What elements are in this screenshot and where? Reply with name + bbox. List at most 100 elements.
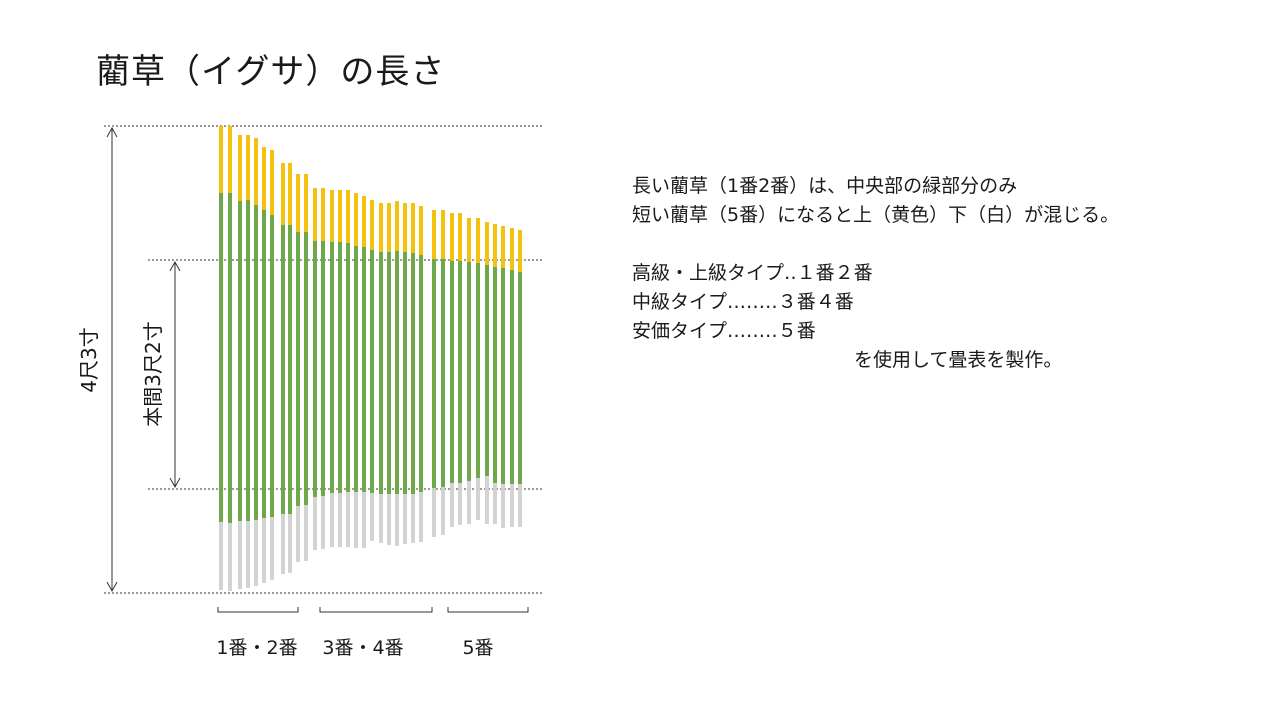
straw-11-bottom-segment xyxy=(304,505,308,561)
straw-33-middle-segment xyxy=(493,267,497,483)
group-brackets xyxy=(217,607,529,613)
note-grade-mid: 中級タイプ‥‥‥‥３番４番 xyxy=(632,291,854,313)
bracket-1-2 xyxy=(217,607,299,613)
straw-18-top-segment xyxy=(362,196,366,247)
straw-1-middle-segment xyxy=(219,193,223,522)
straw-7-top-segment xyxy=(270,150,274,215)
straw-3-bottom-segment xyxy=(238,521,242,589)
straw-2-bottom-segment xyxy=(228,523,232,591)
straw-19-bottom-segment xyxy=(370,493,374,541)
straw-32-middle-segment xyxy=(485,265,489,476)
straw-19-top-segment xyxy=(370,200,374,250)
note-grade-high: 高級・上級タイプ‥１番２番 xyxy=(632,262,873,284)
straw-27-bottom-segment xyxy=(441,487,445,535)
straw-8-top-segment xyxy=(281,163,285,225)
straw-24-top-segment xyxy=(411,203,415,253)
straw-20-middle-segment xyxy=(379,252,383,494)
straw-25-middle-segment xyxy=(419,255,423,492)
straw-15-middle-segment xyxy=(338,242,342,493)
straw-8-middle-segment xyxy=(281,225,285,514)
straw-28-middle-segment xyxy=(450,261,454,483)
straw-10-top-segment xyxy=(296,174,300,232)
straw-10-middle-segment xyxy=(296,232,300,506)
straw-23-top-segment xyxy=(403,203,407,252)
straw-6-bottom-segment xyxy=(262,518,266,583)
straw-14-bottom-segment xyxy=(330,493,334,547)
notes: 長い藺草（1番2番）は、中央部の緑部分のみ 短い藺草（5番）になると上（黄色）下（… xyxy=(632,172,1119,375)
straw-32-bottom-segment xyxy=(485,476,489,524)
straw-25-top-segment xyxy=(419,206,423,255)
note-line-1: 長い藺草（1番2番）は、中央部の緑部分のみ xyxy=(632,175,1018,197)
straw-26-top-segment xyxy=(432,210,436,259)
straw-35-middle-segment xyxy=(510,270,514,484)
straw-9-bottom-segment xyxy=(288,514,292,573)
straw-2-top-segment xyxy=(228,126,232,193)
straw-21-middle-segment xyxy=(387,252,391,494)
straw-17-top-segment xyxy=(354,193,358,246)
straw-13-top-segment xyxy=(321,188,325,241)
straw-5-bottom-segment xyxy=(254,520,258,586)
total-length-label: 4尺3寸 xyxy=(77,327,101,392)
straw-5-middle-segment xyxy=(254,205,258,520)
bracket-3-4 xyxy=(319,607,433,613)
straw-31-top-segment xyxy=(476,218,480,263)
straw-30-top-segment xyxy=(467,218,471,262)
straw-1-bottom-segment xyxy=(219,522,223,590)
straw-26-middle-segment xyxy=(432,259,436,488)
straw-21-bottom-segment xyxy=(387,494,391,545)
straw-34-bottom-segment xyxy=(501,484,505,528)
straw-36-top-segment xyxy=(518,230,522,272)
straw-4-middle-segment xyxy=(246,200,250,521)
straw-30-bottom-segment xyxy=(467,481,471,524)
page-title: 藺草（イグサ）の長さ xyxy=(96,52,446,92)
straw-17-middle-segment xyxy=(354,246,358,492)
straw-4-bottom-segment xyxy=(246,521,250,588)
straw-9-top-segment xyxy=(288,163,292,225)
straw-20-bottom-segment xyxy=(379,494,383,543)
straw-29-middle-segment xyxy=(458,261,462,483)
straw-22-bottom-segment xyxy=(395,494,399,546)
straw-31-bottom-segment xyxy=(476,478,480,520)
straw-5-top-segment xyxy=(254,138,258,205)
straw-15-top-segment xyxy=(338,190,342,242)
straw-18-middle-segment xyxy=(362,247,366,492)
straw-9-middle-segment xyxy=(288,225,292,514)
straw-12-middle-segment xyxy=(313,241,317,497)
straw-22-top-segment xyxy=(395,201,399,251)
straw-7-bottom-segment xyxy=(270,517,274,580)
straw-11-middle-segment xyxy=(304,232,308,505)
straw-15-bottom-segment xyxy=(338,493,342,547)
main-length-label: 本間3尺2寸 xyxy=(141,321,165,426)
straw-35-top-segment xyxy=(510,228,514,270)
straw-11-top-segment xyxy=(304,174,308,232)
straw-34-middle-segment xyxy=(501,268,505,484)
straw-19-middle-segment xyxy=(370,250,374,493)
straw-2-middle-segment xyxy=(228,193,232,523)
straw-34-top-segment xyxy=(501,226,505,268)
straw-29-top-segment xyxy=(458,213,462,261)
total-length-arrow xyxy=(106,126,118,593)
group-label-3-4: 3番・4番 xyxy=(322,637,403,659)
straw-12-bottom-segment xyxy=(313,497,317,550)
straw-13-bottom-segment xyxy=(321,496,325,549)
straw-28-bottom-segment xyxy=(450,483,454,527)
straw-27-middle-segment xyxy=(441,259,445,487)
straw-13-middle-segment xyxy=(321,241,325,496)
straw-24-middle-segment xyxy=(411,253,415,494)
straw-17-bottom-segment xyxy=(354,492,358,548)
straw-14-top-segment xyxy=(330,190,334,242)
straw-12-top-segment xyxy=(313,188,317,241)
straw-16-top-segment xyxy=(346,190,350,243)
straw-23-bottom-segment xyxy=(403,494,407,544)
bracket-5 xyxy=(447,607,529,613)
straw-33-top-segment xyxy=(493,224,497,267)
straw-3-top-segment xyxy=(238,135,242,201)
straw-32-top-segment xyxy=(485,222,489,265)
straw-bars xyxy=(219,126,522,591)
group-label-5: 5番 xyxy=(462,637,493,659)
straw-21-top-segment xyxy=(387,203,391,252)
main-length-arrow xyxy=(169,260,181,489)
straw-6-top-segment xyxy=(262,147,266,210)
straw-36-middle-segment xyxy=(518,272,522,484)
straw-7-middle-segment xyxy=(270,215,274,517)
